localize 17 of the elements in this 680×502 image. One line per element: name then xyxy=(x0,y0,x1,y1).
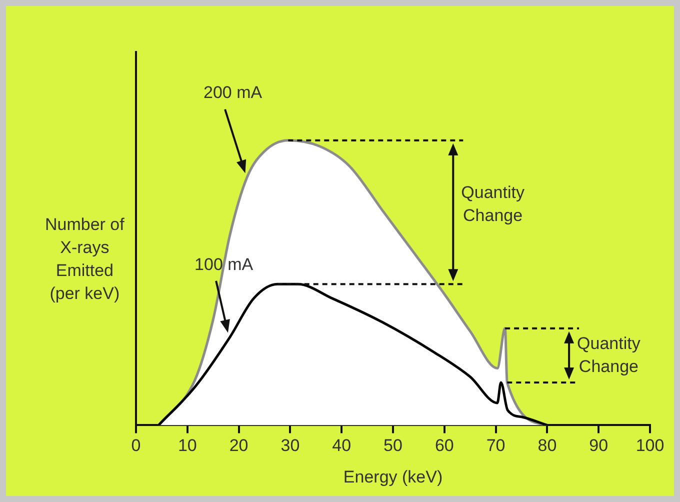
x-tick-label: 100 xyxy=(636,436,664,456)
x-tick-label: 50 xyxy=(384,436,402,456)
x-tick-label: 20 xyxy=(229,436,248,456)
annotation: Quantity Change xyxy=(461,182,524,228)
text: 200 mA xyxy=(204,82,262,104)
y-axis-title: Number of X-rays Emitted (per keV) xyxy=(45,214,124,305)
x-tick-label: 10 xyxy=(178,436,197,456)
x-tick-label: 60 xyxy=(434,436,454,456)
annotation: Quantity Change xyxy=(577,333,640,378)
x-axis-title: Energy (keV) xyxy=(343,467,443,486)
x-tick-label: 70 xyxy=(486,436,506,456)
x-tick-label: 30 xyxy=(280,436,300,456)
x-tick-label: 90 xyxy=(589,436,608,456)
x-tick-label: 80 xyxy=(538,436,557,456)
series-label: 100 mA xyxy=(194,254,254,276)
x-tick-label: 40 xyxy=(332,436,352,456)
x-tick-label: 0 xyxy=(131,436,141,456)
